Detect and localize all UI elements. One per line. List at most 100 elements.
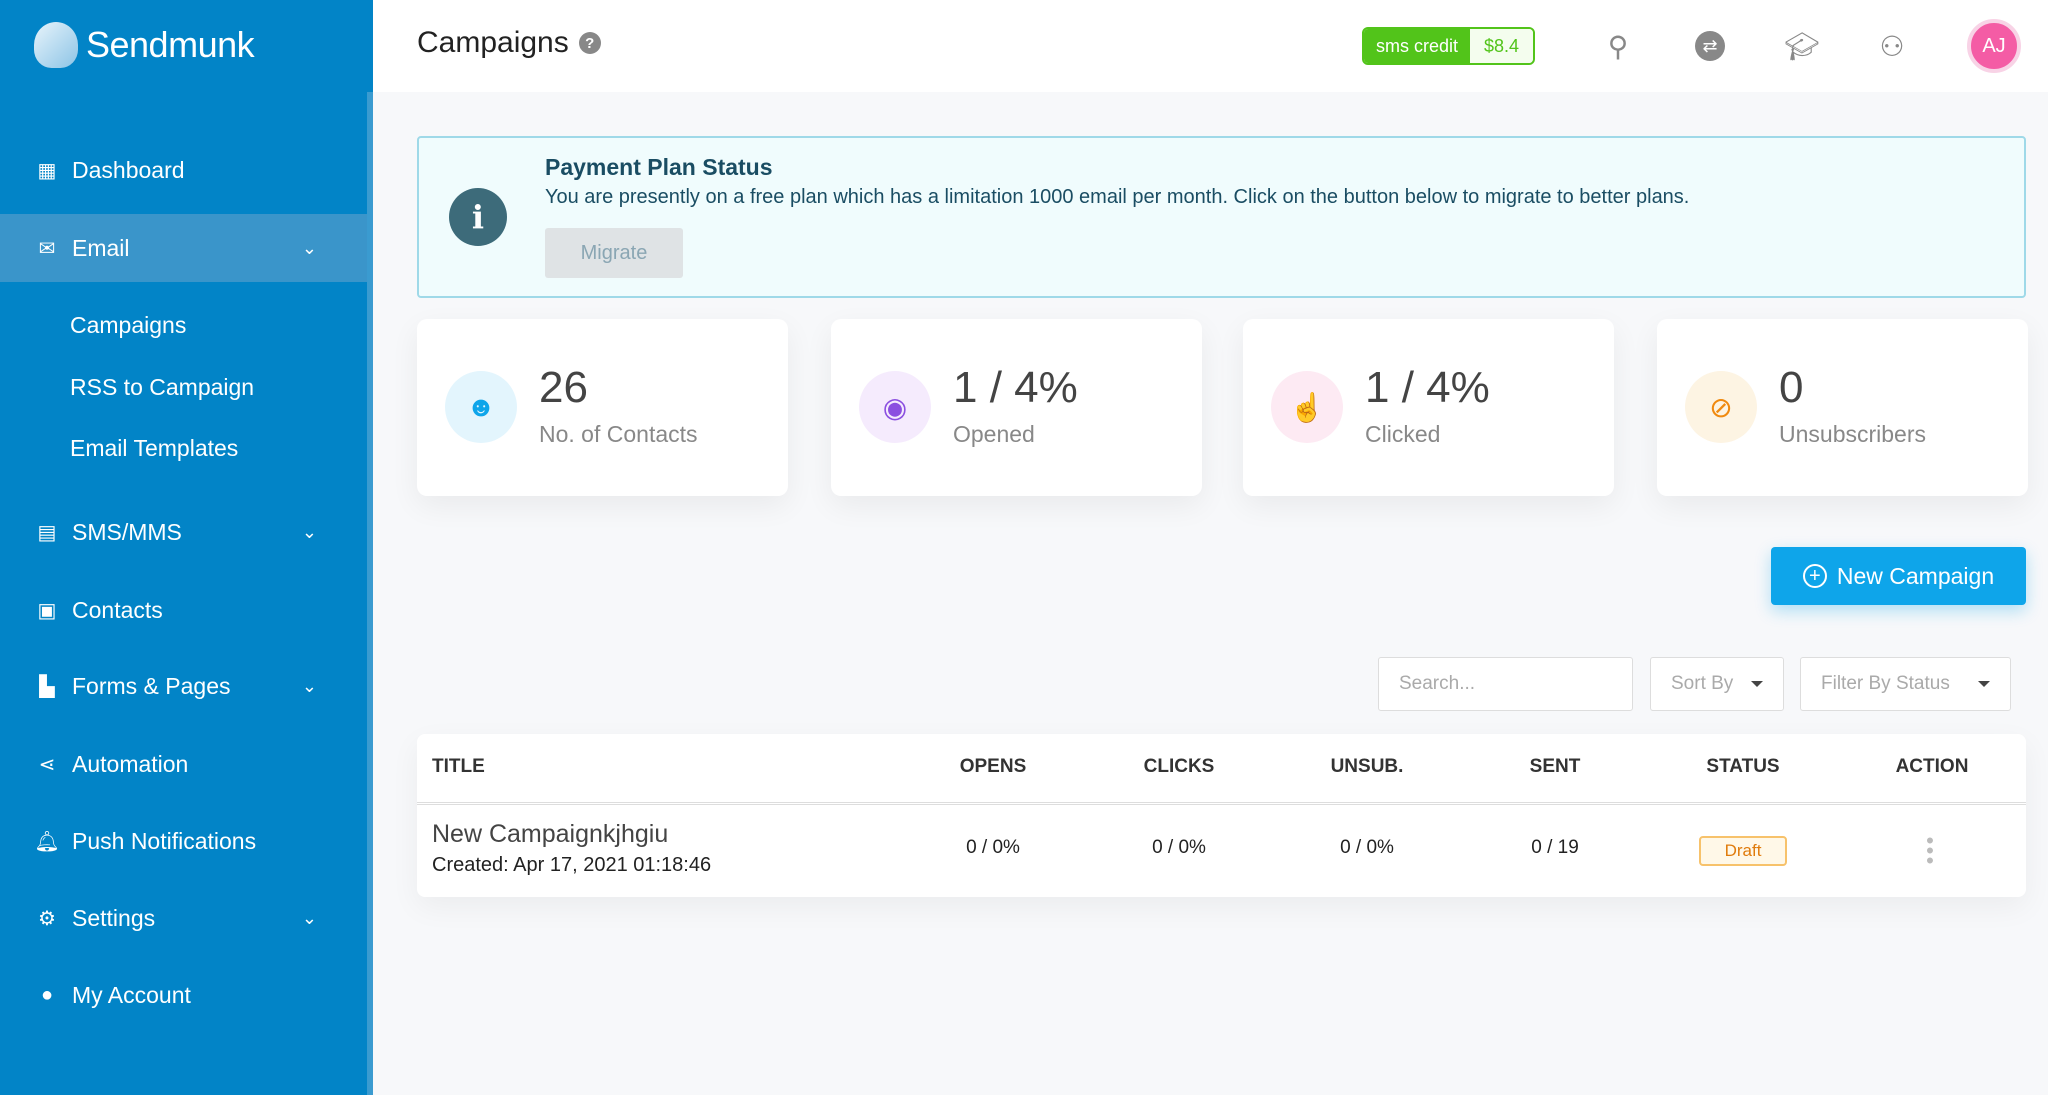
clicks-cell: 0 / 0% <box>1152 837 1206 858</box>
avatar[interactable]: AJ <box>1967 19 2021 73</box>
new-campaign-button[interactable]: + New Campaign <box>1771 547 2026 605</box>
more-vertical-icon[interactable]: • • • <box>1926 828 1934 873</box>
unsub-cell: 0 / 0% <box>1340 837 1394 858</box>
stat-label: Unsubscribers <box>1779 421 1926 447</box>
support-agents-icon[interactable]: ⚇ <box>1879 30 1905 62</box>
sidebar-item-campaigns[interactable]: Campaigns <box>70 312 187 338</box>
gear-icon: ⚙ <box>38 907 56 930</box>
status-badge: Draft <box>1699 836 1787 866</box>
nav-label: Automation <box>72 750 189 777</box>
opens-cell: 0 / 0% <box>966 837 1020 858</box>
chevron-down-icon: ⌄ <box>301 675 317 696</box>
new-campaign-label: New Campaign <box>1836 562 1995 589</box>
bell-icon: 🔔︎ <box>34 830 60 853</box>
sidebar-item-push-notifications[interactable]: 🔔︎ Push Notifications <box>0 807 367 875</box>
nav-label: Settings <box>72 904 156 931</box>
squirrel-logo-icon <box>34 22 78 68</box>
nav-label: Forms & Pages <box>72 672 231 699</box>
page-title-text: Campaigns <box>417 26 569 59</box>
payment-plan-banner: i Payment Plan Status You are presently … <box>417 136 2026 298</box>
chevron-down-icon: ⌄ <box>301 907 317 928</box>
sort-by-dropdown[interactable]: Sort By <box>1650 657 1784 711</box>
sidebar-item-dashboard[interactable]: ▦ Dashboard <box>0 136 367 204</box>
sms-credit-value: $8.4 <box>1470 29 1534 63</box>
switch-icon[interactable]: ⇄ <box>1692 28 1728 64</box>
sidebar-item-sms-mms[interactable]: ▤ SMS/MMS ⌄ <box>0 498 367 566</box>
sort-by-label: Sort By <box>1671 673 1734 694</box>
sent-cell: 0 / 19 <box>1531 837 1579 858</box>
pointer-hand-icon: ☝ <box>1271 371 1343 443</box>
caret-down-icon <box>1978 681 1990 687</box>
stat-value: 0 <box>1779 363 1804 412</box>
column-header-unsub: UNSUB. <box>1330 756 1404 777</box>
user-circle-icon: ● <box>40 983 54 1006</box>
filter-status-dropdown[interactable]: Filter By Status <box>1800 657 2011 711</box>
search-input[interactable]: Search... <box>1378 657 1633 711</box>
sidebar-item-email-templates[interactable]: Email Templates <box>70 435 239 461</box>
graduation-cap-icon[interactable]: 🎓︎ <box>1784 30 1820 62</box>
column-header-status: STATUS <box>1706 756 1780 777</box>
chevron-down-icon: ⌄ <box>301 237 317 258</box>
stat-card-contacts: ☻ 26 No. of Contacts <box>417 319 788 496</box>
filter-status-label: Filter By Status <box>1821 673 1950 694</box>
dashboard-icon: ▦ <box>37 159 57 182</box>
search-placeholder: Search... <box>1399 673 1476 694</box>
stat-label: No. of Contacts <box>539 421 698 447</box>
help-icon[interactable]: ? <box>578 32 601 54</box>
plus-circle-icon: + <box>1802 564 1827 588</box>
share-icon: ⋖ <box>38 753 56 776</box>
envelope-icon: ✉ <box>38 237 56 260</box>
stat-card-clicked: ☝ 1 / 4% Clicked <box>1243 319 1614 496</box>
workflow-icon[interactable]: ⚲ <box>1607 30 1629 62</box>
contacts-group-icon: ☻ <box>445 371 517 443</box>
sidebar-item-rss-to-campaign[interactable]: RSS to Campaign <box>70 374 255 400</box>
stat-value: 1 / 4% <box>1365 363 1490 412</box>
column-header-clicks: CLICKS <box>1143 756 1215 777</box>
column-header-action: ACTION <box>1895 756 1969 777</box>
header <box>373 0 2048 92</box>
logo[interactable]: Sendmunk <box>34 22 255 68</box>
column-header-title: TITLE <box>432 756 485 777</box>
nav-label: Dashboard <box>72 156 185 183</box>
stat-card-unsubscribers: ⊘ 0 Unsubscribers <box>1657 319 2028 496</box>
sidebar-item-forms-pages[interactable]: ▙ Forms & Pages ⌄ <box>0 652 367 720</box>
campaign-created: Created: Apr 17, 2021 01:18:46 <box>432 854 712 876</box>
info-icon: i <box>449 188 507 246</box>
campaign-title[interactable]: New Campaignkjhgiu <box>432 820 669 848</box>
migrate-button[interactable]: Migrate <box>545 228 683 278</box>
contacts-icon: ▣ <box>37 599 57 622</box>
ban-icon: ⊘ <box>1685 371 1757 443</box>
chevron-down-icon: ⌄ <box>301 521 317 542</box>
banner-text: You are presently on a free plan which h… <box>545 186 1690 208</box>
sidebar-item-settings[interactable]: ⚙ Settings ⌄ <box>0 884 367 952</box>
banner-title: Payment Plan Status <box>545 154 773 180</box>
stat-label: Opened <box>953 421 1035 447</box>
nav-label: Email <box>72 234 130 261</box>
sms-credit-label: sms credit <box>1364 29 1471 63</box>
stat-value: 26 <box>539 363 588 412</box>
nav-label: Push Notifications <box>72 827 257 854</box>
eye-icon: ◉ <box>859 371 931 443</box>
sidebar-scrollbar[interactable] <box>367 92 373 1095</box>
nav-label: Contacts <box>72 596 163 623</box>
sidebar: Sendmunk ▦ Dashboard ✉ Email ⌄ Campaigns RS… <box>0 0 373 1095</box>
sidebar-item-email[interactable]: ✉ Email ⌄ <box>0 214 367 282</box>
chat-icon: ▤ <box>37 521 57 544</box>
document-icon: ▙ <box>39 675 55 698</box>
campaigns-table: TITLE OPENS CLICKS UNSUB. SENT STATUS AC… <box>417 734 2026 897</box>
sidebar-item-my-account[interactable]: ● My Account <box>0 961 367 1029</box>
header-divider <box>417 802 2026 805</box>
caret-down-icon <box>1751 681 1763 687</box>
sidebar-item-contacts[interactable]: ▣ Contacts <box>0 576 367 644</box>
nav-label: My Account <box>72 981 191 1008</box>
sidebar-item-automation[interactable]: ⋖ Automation <box>0 730 367 798</box>
stat-value: 1 / 4% <box>953 363 1078 412</box>
sms-credit-badge[interactable]: sms credit $8.4 <box>1362 27 1536 65</box>
column-header-sent: SENT <box>1529 756 1581 777</box>
nav-label: SMS/MMS <box>72 518 182 545</box>
page-title: Campaigns? <box>417 26 601 60</box>
column-header-opens: OPENS <box>959 756 1027 777</box>
brand-name: Sendmunk <box>86 24 255 65</box>
stat-card-opened: ◉ 1 / 4% Opened <box>831 319 1202 496</box>
stat-label: Clicked <box>1365 421 1441 447</box>
